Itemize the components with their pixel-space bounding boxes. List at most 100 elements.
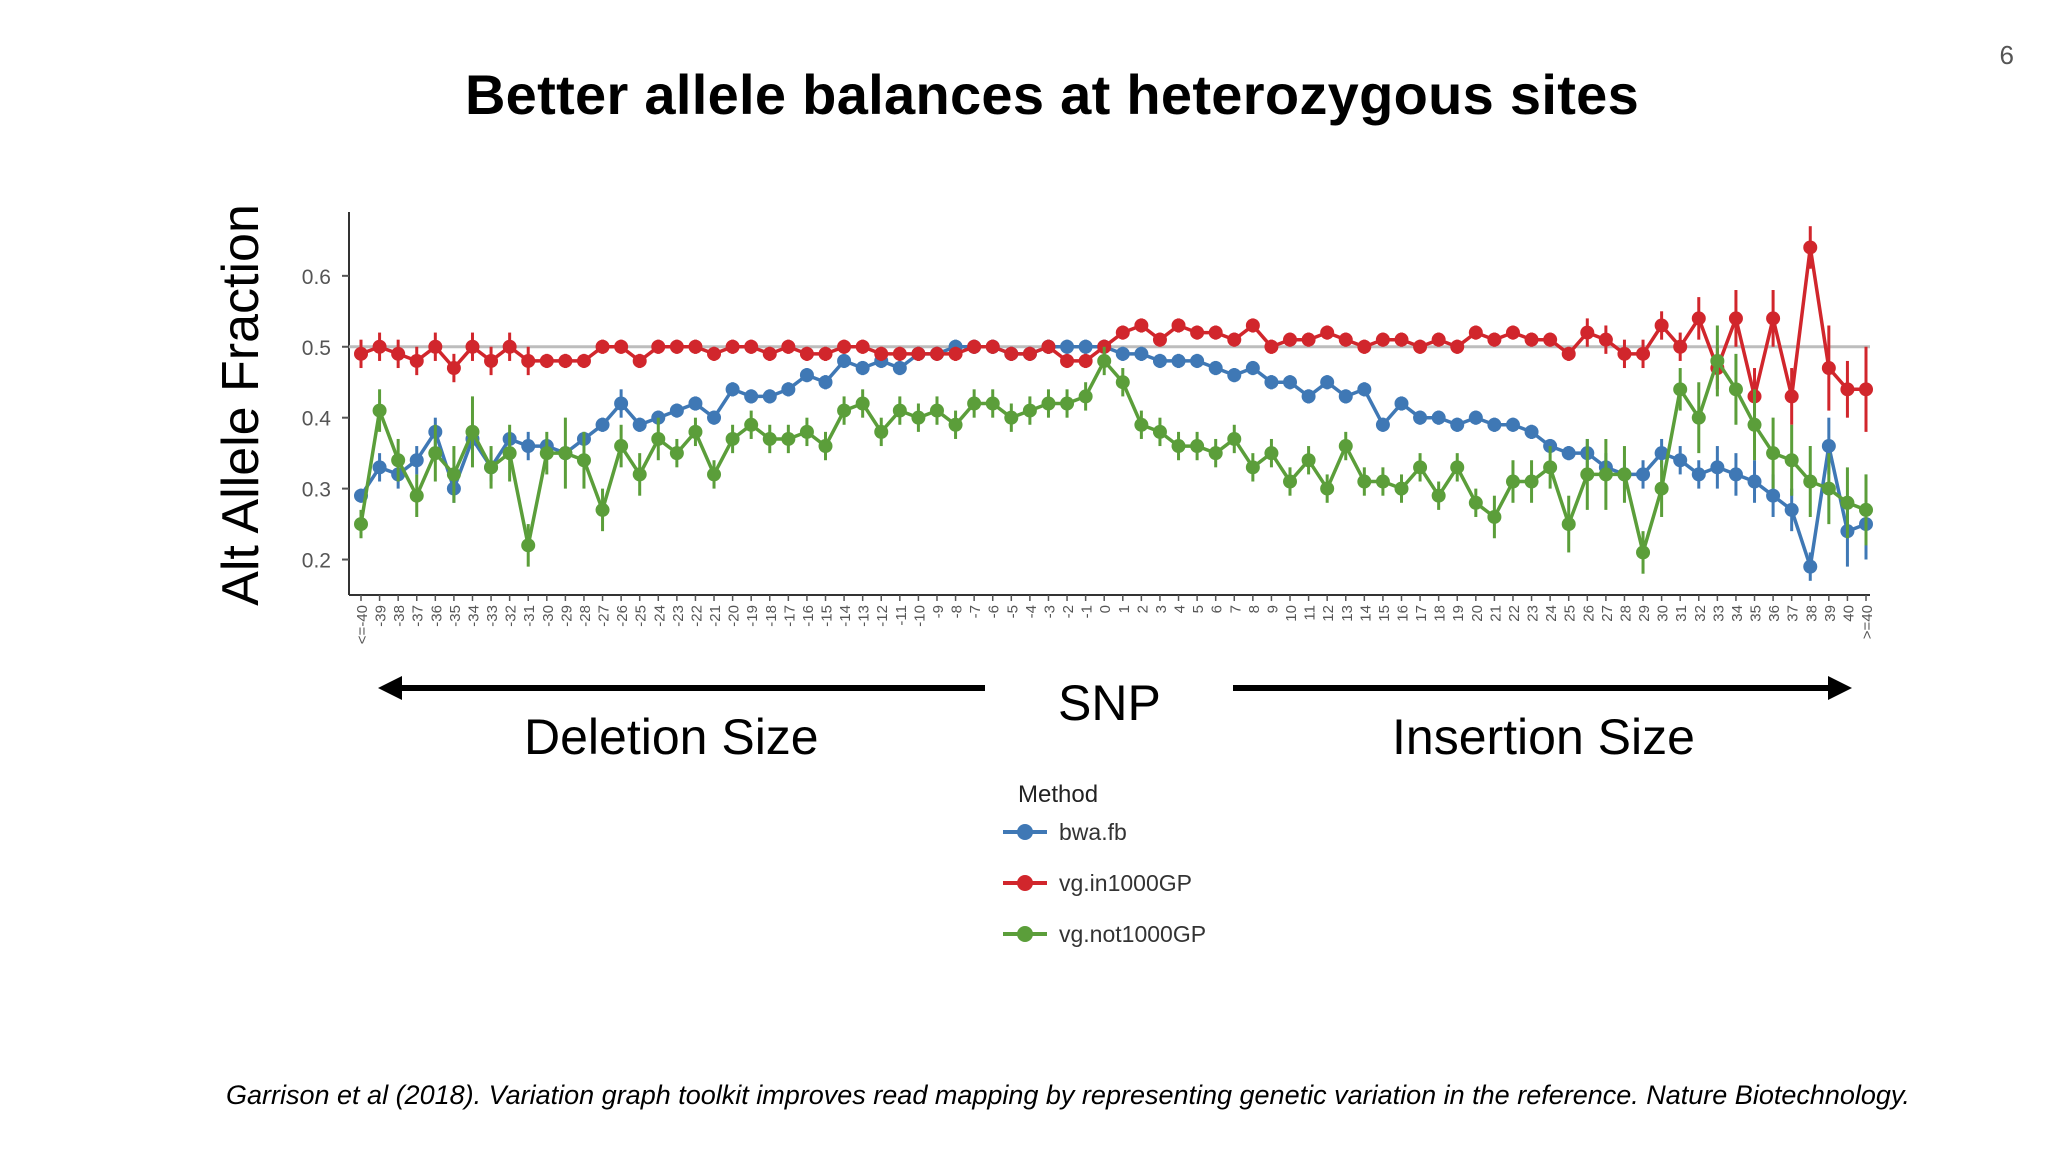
data-point (688, 396, 703, 411)
x-tick-label: -20 (726, 605, 743, 627)
x-tick-label: 17 (1413, 605, 1430, 622)
x-tick-label: 0 (1097, 605, 1114, 613)
data-point (1821, 481, 1836, 496)
legend: Method bwa.fb vg.in1000GP vg.not1000GP (1003, 781, 1206, 947)
x-tick-label: -10 (911, 605, 928, 627)
data-point (1580, 325, 1595, 340)
data-point (354, 517, 368, 532)
data-point (1190, 353, 1205, 368)
data-point (1654, 481, 1669, 496)
data-point (837, 339, 852, 354)
data-point (1673, 339, 1688, 354)
data-point (1691, 410, 1706, 425)
allele-fraction-chart: <=-40 -39 -38 -37 -36 -35 -34 -33 -32 -31 -30 -29 -2… (212, 204, 1876, 947)
data-point (911, 410, 926, 425)
y-tick-label: 0.3 (302, 479, 331, 502)
data-point (614, 339, 629, 354)
data-point (1134, 346, 1149, 361)
data-point (985, 339, 1000, 354)
data-point (818, 439, 833, 454)
data-point (1505, 417, 1520, 432)
data-point (428, 339, 443, 354)
x-tick-label: -17 (781, 605, 798, 627)
data-point (1338, 389, 1353, 404)
data-point (1747, 417, 1762, 432)
data-point (1152, 353, 1167, 368)
data-point (632, 353, 647, 368)
data-point (1487, 417, 1502, 432)
legend-marker (1017, 875, 1033, 891)
data-point (1171, 353, 1186, 368)
data-point (1301, 389, 1316, 404)
data-point (967, 339, 982, 354)
data-point (1821, 361, 1836, 376)
data-point (744, 339, 759, 354)
data-point (1636, 545, 1651, 560)
data-point (595, 502, 610, 517)
data-point (1803, 559, 1818, 574)
data-point (1357, 339, 1372, 354)
data-point (1431, 332, 1446, 347)
data-point (1561, 446, 1576, 461)
data-point (1041, 339, 1056, 354)
data-point (1413, 460, 1428, 475)
x-tick-label: 6 (1209, 605, 1226, 613)
series-line (359, 359, 1867, 555)
x-tick-label: >=40 (1859, 605, 1876, 639)
data-point (1450, 417, 1465, 432)
data-point (1245, 318, 1260, 333)
data-point (446, 361, 461, 376)
data-point (1413, 410, 1428, 425)
x-tick-label: 27 (1599, 605, 1616, 622)
x-tick-label: -18 (763, 605, 780, 627)
x-tick-label: 21 (1487, 605, 1504, 622)
data-point (725, 431, 740, 446)
data-point (1580, 467, 1595, 482)
data-point (688, 339, 703, 354)
x-tick-label: -33 (484, 605, 501, 627)
x-tick-label: 4 (1172, 605, 1189, 613)
data-point (1561, 517, 1576, 532)
x-tick-label: 16 (1394, 605, 1411, 622)
data-point (1060, 339, 1075, 354)
x-tick-label: 31 (1673, 605, 1690, 622)
x-tick-label: 34 (1729, 605, 1746, 622)
data-point (929, 346, 944, 361)
x-tick-label: 32 (1692, 605, 1709, 622)
series-line (360, 245, 1866, 399)
x-tick-label: -21 (707, 605, 724, 627)
x-tick-label: -35 (447, 605, 464, 627)
x-tick-label: -29 (558, 605, 575, 627)
data-point (1357, 382, 1372, 397)
data-point (669, 403, 684, 418)
data-point (1115, 375, 1130, 390)
page-number: 6 (1999, 40, 2014, 70)
data-point (1747, 474, 1762, 489)
data-point (521, 439, 536, 454)
data-point (1673, 453, 1688, 468)
x-tick-label: 15 (1376, 605, 1393, 622)
data-point (725, 339, 740, 354)
data-point (1654, 446, 1669, 461)
data-point (1450, 460, 1465, 475)
data-point (1338, 439, 1353, 454)
x-tick-label: -16 (800, 605, 817, 627)
legend-label: bwa.fb (1059, 819, 1127, 845)
data-point (1654, 318, 1669, 333)
data-point (985, 396, 1000, 411)
series-vg-in1000GP (354, 226, 1873, 432)
x-tick-label: -8 (949, 605, 966, 618)
x-tick-label: <=-40 (354, 605, 371, 644)
x-tick-label: 14 (1357, 605, 1374, 622)
data-point (1413, 339, 1428, 354)
data-point (1710, 460, 1725, 475)
data-point (502, 339, 517, 354)
x-tick-label: 7 (1227, 605, 1244, 613)
x-tick-label: -28 (577, 605, 594, 627)
citation: Garrison et al (2018). Variation graph t… (226, 1080, 1910, 1110)
data-point (948, 346, 963, 361)
data-point (1022, 403, 1037, 418)
data-point (707, 467, 722, 482)
data-point (1078, 339, 1093, 354)
data-point (1264, 446, 1279, 461)
